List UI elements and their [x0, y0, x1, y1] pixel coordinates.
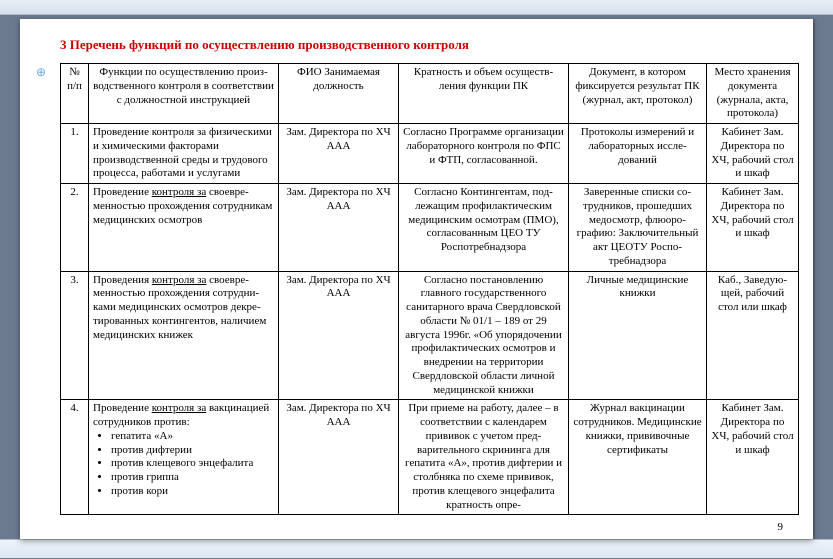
table-anchor-icon[interactable]: ⊕ [36, 65, 46, 80]
bullet-list: гепатита «А» против дифтерии против клещ… [93, 430, 274, 499]
th-doc: Документ, в котором фиксируется результа… [569, 64, 707, 124]
cell-freq: Согласно Контингентам, под­лежащим профи… [399, 184, 569, 272]
list-item: против дифтерии [111, 444, 274, 458]
table-row: 4. Проведение контроля за вакцинаци­ей с… [61, 400, 799, 515]
cell-fio: Зам. Директора по ХЧ ААА [279, 400, 399, 515]
cell-doc: Личные медицинские книжки [569, 271, 707, 400]
table-row: 1. Проведение контроля за физиче­скими и… [61, 124, 799, 184]
txt: Проведение [93, 186, 152, 198]
cell-place: Кабинет Зам. Директора по ХЧ, рабочий ст… [707, 400, 799, 515]
cell-freq: Согласно Программе органи­зации лаборато… [399, 124, 569, 184]
cell-num: 3. [61, 271, 89, 400]
cell-fio: Зам. Директора по ХЧ ААА [279, 271, 399, 400]
cell-freq: Согласно постановлению главного государс… [399, 271, 569, 400]
cell-num: 1. [61, 124, 89, 184]
table-row: 2. Проведение контроля за своевре­меннос… [61, 184, 799, 272]
th-freq: Кратность и объем осуществ­ления функции… [399, 64, 569, 124]
page: ⊕ 3 Перечень функций по осуществлению пр… [20, 19, 813, 539]
list-item: против кори [111, 485, 274, 499]
cell-doc: Заверенные списки со­трудников, прошедши… [569, 184, 707, 272]
cell-freq: При приеме на работу, далее – в соответс… [399, 400, 569, 515]
functions-table: № п/п Функции по осуществлению произ­вод… [60, 63, 799, 515]
cell-num: 4. [61, 400, 89, 515]
list-item: против гриппа [111, 471, 274, 485]
cell-doc: Протоколы измерений и лабораторных иссле… [569, 124, 707, 184]
cell-func: Проведение контроля за вакцинаци­ей сотр… [89, 400, 279, 515]
cell-num: 2. [61, 184, 89, 272]
th-num: № п/п [61, 64, 89, 124]
txt: Проведения [93, 274, 152, 286]
cell-func: Проведение контроля за своевре­менностью… [89, 184, 279, 272]
table-row: 3. Проведения контроля за своевре­меннос… [61, 271, 799, 400]
txt-u: контроля за [152, 402, 207, 414]
th-fio: ФИО Занимаемая долж­ность [279, 64, 399, 124]
cell-place: Кабинет Зам. Директора по ХЧ, рабочий ст… [707, 124, 799, 184]
th-func: Функции по осуществлению произ­водственн… [89, 64, 279, 124]
cell-place: Кабинет Зам. Директора по ХЧ, рабочий ст… [707, 184, 799, 272]
txt-u: контроля за [152, 274, 207, 286]
section-title: 3 Перечень функций по осуществлению прои… [60, 37, 785, 53]
cell-place: Каб., Заведую­щей, рабочий стол или шкаф [707, 271, 799, 400]
list-item: против клещевого энцефа­лита [111, 457, 274, 471]
txt-u: контроля за [152, 186, 207, 198]
status-bar [0, 539, 833, 558]
cell-func: Проведение контроля за физиче­скими и хи… [89, 124, 279, 184]
txt: Проведение [93, 402, 152, 414]
ruler-top [0, 0, 833, 15]
cell-func: Проведения контроля за своевре­менностью… [89, 271, 279, 400]
th-place: Место хранения документа (журнала, акта,… [707, 64, 799, 124]
page-number: 9 [778, 521, 784, 533]
list-item: гепатита «А» [111, 430, 274, 444]
cell-doc: Журнал вакцинации сотрудников. Медицин­с… [569, 400, 707, 515]
cell-fio: Зам. Директора по ХЧ ААА [279, 124, 399, 184]
page-shadow [813, 19, 815, 539]
cell-fio: Зам. Директора по ХЧ ААА [279, 184, 399, 272]
table-header-row: № п/п Функции по осуществлению произ­вод… [61, 64, 799, 124]
